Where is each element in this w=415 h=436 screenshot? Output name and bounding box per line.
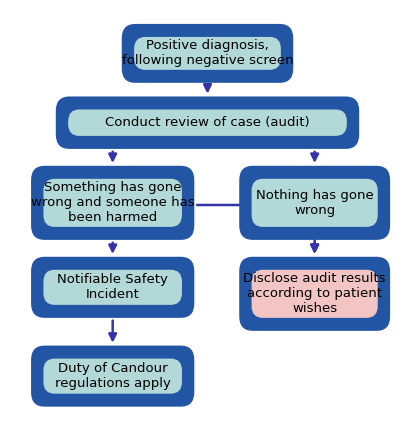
Text: Duty of Candour
regulations apply: Duty of Candour regulations apply (55, 362, 171, 390)
Text: Something has gone
wrong and someone has
been harmed: Something has gone wrong and someone has… (31, 181, 195, 225)
FancyBboxPatch shape (251, 179, 378, 227)
FancyBboxPatch shape (44, 270, 182, 305)
Text: Positive diagnosis,
following negative screen: Positive diagnosis, following negative s… (122, 39, 293, 68)
FancyBboxPatch shape (251, 270, 378, 318)
FancyBboxPatch shape (44, 179, 182, 227)
FancyBboxPatch shape (239, 257, 390, 331)
Text: Notifiable Safety
Incident: Notifiable Safety Incident (57, 273, 168, 301)
FancyBboxPatch shape (31, 257, 194, 318)
Text: Conduct review of case (audit): Conduct review of case (audit) (105, 116, 310, 129)
FancyBboxPatch shape (239, 166, 390, 240)
Text: Nothing has gone
wrong: Nothing has gone wrong (256, 189, 374, 217)
Text: Disclose audit results
according to patient
wishes: Disclose audit results according to pati… (244, 272, 386, 315)
FancyBboxPatch shape (44, 358, 182, 394)
FancyBboxPatch shape (68, 109, 347, 136)
FancyBboxPatch shape (122, 24, 293, 83)
FancyBboxPatch shape (31, 166, 194, 240)
FancyBboxPatch shape (134, 37, 281, 70)
FancyBboxPatch shape (31, 346, 194, 407)
FancyBboxPatch shape (56, 96, 359, 149)
